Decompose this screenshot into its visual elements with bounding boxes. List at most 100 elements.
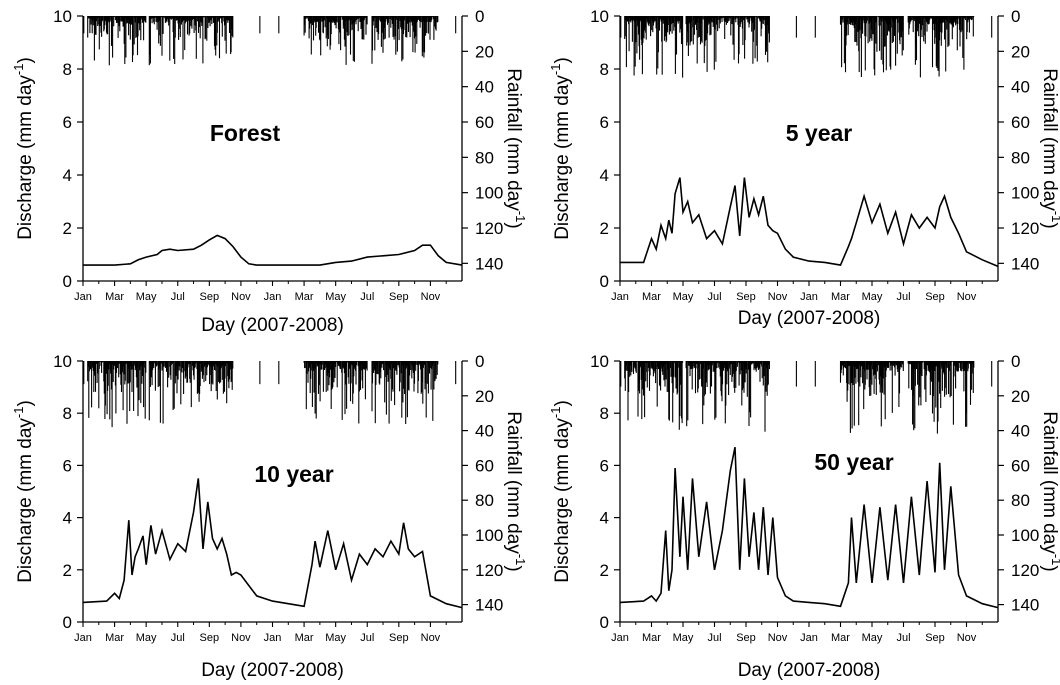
y2-tick-label: 120	[1011, 219, 1039, 238]
x-tick-label: Nov	[957, 632, 977, 644]
x-tick-label: Jul	[360, 632, 374, 644]
discharge-line	[83, 234, 463, 266]
y-tick-label: 4	[600, 166, 609, 185]
y2-axis-label: Rainfall (mm day-1)	[503, 411, 528, 571]
y-tick-label: 6	[600, 113, 609, 132]
y-tick-label: 10	[53, 7, 72, 26]
y2-tick-label: 60	[1011, 113, 1030, 132]
y-axis-label: Discharge (mm day-1)	[548, 57, 573, 240]
y2-axis-label: Rainfall (mm day-1)	[503, 68, 528, 228]
x-tick-label: Jan	[74, 291, 92, 303]
panel-title: Forest	[210, 120, 281, 146]
y2-tick-label: 120	[475, 219, 503, 238]
y2-tick-label: 100	[475, 184, 503, 203]
x-tick-label: Jan	[611, 632, 629, 644]
y2-axis-label: Rainfall (mm day-1)	[1039, 411, 1060, 571]
y2-tick-label: 40	[475, 78, 494, 97]
y2-tick-label: 80	[475, 491, 494, 510]
y-tick-label: 0	[600, 272, 609, 291]
panel-title: 50 year	[814, 449, 893, 475]
y-tick-label: 4	[63, 509, 72, 528]
y2-tick-label: 0	[1011, 7, 1020, 26]
x-tick-label: Jan	[800, 291, 818, 303]
y2-axis-label: Rainfall (mm day-1)	[1039, 68, 1060, 228]
y-tick-label: 6	[63, 456, 72, 475]
y2-tick-label: 0	[475, 352, 484, 371]
y2-tick-label: 100	[475, 526, 503, 545]
y2-tick-label: 40	[1011, 78, 1030, 97]
y2-tick-label: 120	[475, 561, 503, 580]
y2-tick-label: 80	[1011, 491, 1030, 510]
y-tick-label: 10	[53, 352, 72, 371]
y-tick-label: 6	[600, 456, 609, 475]
y2-tick-label: 100	[1011, 526, 1039, 545]
x-tick-label: Mar	[831, 632, 850, 644]
x-tick-label: May	[673, 632, 694, 644]
x-tick-label: Mar	[642, 291, 661, 303]
x-tick-label: Jul	[171, 632, 185, 644]
x-tick-label: Jul	[171, 291, 185, 303]
y2-tick-label: 20	[475, 42, 494, 61]
y-axis-label: Discharge (mm day-1)	[11, 57, 36, 240]
y2-tick-label: 140	[1011, 254, 1039, 273]
y-tick-label: 2	[600, 219, 609, 238]
y2-tick-label: 120	[1011, 561, 1039, 580]
y-tick-label: 8	[600, 404, 609, 423]
x-tick-label: Sep	[736, 632, 756, 644]
y-tick-label: 4	[600, 509, 609, 528]
y-tick-label: 8	[63, 60, 72, 79]
y2-tick-label: 140	[475, 596, 503, 615]
x-tick-label: May	[862, 632, 883, 644]
x-tick-label: Nov	[768, 291, 788, 303]
rainfall-bars	[83, 16, 457, 66]
x-tick-label: Nov	[421, 291, 441, 303]
x-tick-label: May	[673, 291, 694, 303]
rainfall-bars	[620, 16, 993, 78]
x-tick-label: Jan	[611, 291, 629, 303]
x-tick-label: Nov	[231, 291, 251, 303]
y-tick-label: 10	[590, 352, 609, 371]
panel-title: 5 year	[786, 120, 853, 146]
y2-tick-label: 40	[475, 422, 494, 441]
y-tick-label: 4	[63, 166, 72, 185]
x-tick-label: Nov	[957, 291, 977, 303]
x-tick-label: Mar	[105, 632, 124, 644]
x-tick-label: Nov	[231, 632, 251, 644]
x-tick-label: Mar	[831, 291, 850, 303]
y2-tick-label: 60	[1011, 456, 1030, 475]
x-tick-label: Jan	[264, 632, 282, 644]
y2-tick-label: 20	[1011, 387, 1030, 406]
x-tick-label: Jan	[264, 291, 282, 303]
x-tick-label: Jan	[74, 632, 92, 644]
y-tick-label: 0	[63, 272, 72, 291]
x-axis-label: Day (2007-2008)	[738, 308, 881, 329]
y2-tick-label: 40	[1011, 422, 1030, 441]
x-tick-label: Sep	[200, 632, 220, 644]
discharge-line	[619, 446, 999, 609]
x-tick-label: May	[325, 291, 346, 303]
x-tick-label: May	[136, 291, 157, 303]
rainfall-bars	[620, 361, 993, 434]
x-tick-label: Sep	[736, 291, 756, 303]
x-tick-label: Jul	[707, 632, 721, 644]
y-axis-label: Discharge (mm day-1)	[11, 400, 36, 583]
y2-tick-label: 0	[1011, 352, 1020, 371]
x-tick-label: Sep	[389, 632, 409, 644]
y2-tick-label: 80	[475, 148, 494, 167]
x-tick-label: Nov	[421, 632, 441, 644]
x-tick-label: Sep	[925, 291, 945, 303]
y-tick-label: 8	[600, 60, 609, 79]
discharge-line	[620, 177, 999, 268]
y2-tick-label: 0	[475, 7, 484, 26]
y2-tick-label: 140	[475, 254, 503, 273]
y2-tick-label: 60	[475, 113, 494, 132]
y-tick-label: 2	[63, 219, 72, 238]
y2-tick-label: 20	[475, 387, 494, 406]
y-tick-label: 0	[600, 613, 609, 632]
x-axis-label: Day (2007-2008)	[201, 660, 344, 681]
